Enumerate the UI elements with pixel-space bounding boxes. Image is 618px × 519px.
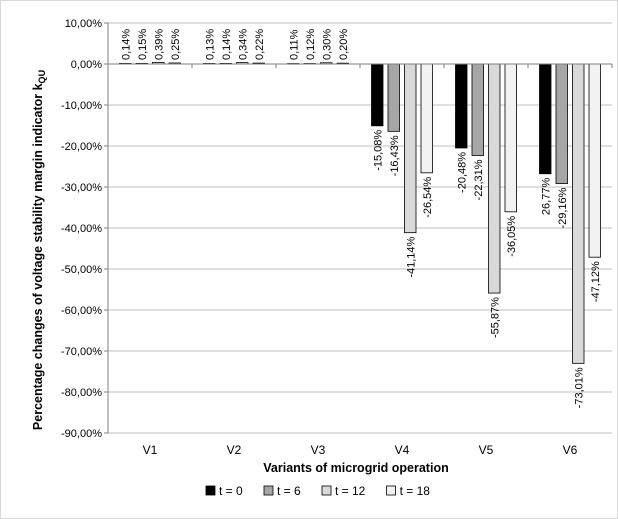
- legend-label: t = 0: [219, 484, 243, 498]
- data-label: 0,22%: [254, 29, 266, 60]
- bar-v4-series-2: [387, 63, 400, 132]
- data-label: -41,14%: [405, 236, 417, 277]
- bar-v5-series-3: [488, 63, 501, 294]
- y-tick-label: -80,00%: [61, 387, 102, 399]
- bar-v5-series-4: [504, 63, 517, 213]
- legend-swatch: [205, 485, 216, 496]
- y-tick-label: -40,00%: [61, 223, 102, 235]
- x-tick-label: V2: [227, 443, 242, 457]
- bar-v6-series-2: [555, 63, 568, 184]
- data-label: 26,77%: [540, 178, 552, 216]
- y-tick-label: 10,00%: [65, 18, 103, 30]
- bar-v4-series-3: [404, 63, 417, 234]
- y-tick-labels: 10,00% 0,00% -10,00% -20,00% -30,00% -40,00% -…: [61, 18, 102, 440]
- legend-label: t = 6: [277, 484, 301, 498]
- data-label: -15,08%: [372, 130, 384, 171]
- data-label: 0,15%: [137, 29, 149, 60]
- y-tick-label: -50,00%: [61, 264, 102, 276]
- x-tick-label: V1: [143, 443, 158, 457]
- bar-v6-series-3: [572, 63, 585, 364]
- data-label: 0,11%: [288, 29, 300, 60]
- y-tick-label: -30,00%: [61, 182, 102, 194]
- data-labels: 0,14% 0,15% 0,39% 0,25% 0,13% 0,14% 0,34% 0,22%…: [120, 29, 602, 409]
- data-label: -36,05%: [506, 216, 518, 257]
- y-tick-label: -60,00%: [61, 305, 102, 317]
- data-label: -73,01%: [573, 367, 585, 408]
- data-label: -16,43%: [389, 135, 401, 176]
- data-label: 0,34%: [237, 29, 249, 60]
- data-label: 0,14%: [221, 29, 233, 60]
- legend-swatch: [321, 485, 332, 496]
- y-tick-label: 0,00%: [71, 59, 102, 71]
- legend-label: t = 18: [400, 484, 431, 498]
- bar-v4-series-1: [371, 63, 384, 127]
- bar-v5-series-1: [455, 63, 468, 149]
- data-label: 0,25%: [170, 29, 182, 60]
- data-label: 0,13%: [204, 29, 216, 60]
- x-tick-labels: V1 V2 V3 V4 V5 V6: [143, 443, 578, 457]
- bar-v6-series-1: [539, 63, 552, 175]
- legend-swatch: [386, 485, 397, 496]
- data-label: -26,54%: [422, 177, 434, 218]
- data-label: -20,48%: [456, 152, 468, 193]
- gridlines: [108, 22, 612, 434]
- y-axis-label-text: Percentage changes of voltage stability …: [31, 83, 45, 430]
- bar-v5-series-2: [471, 63, 484, 156]
- y-axis-label-subscript: QU: [37, 70, 47, 84]
- data-label: -29,16%: [557, 187, 569, 228]
- legend-label: t = 12: [335, 484, 366, 498]
- x-axis-label: Variants of microgrid operation: [263, 461, 448, 475]
- data-label: 0,30%: [321, 29, 333, 60]
- x-tick-label: V6: [563, 443, 578, 457]
- bars-group: [119, 62, 601, 364]
- bar-v6-series-4: [588, 63, 601, 258]
- y-tick-label: -20,00%: [61, 141, 102, 153]
- y-tick-label: -70,00%: [61, 346, 102, 358]
- data-label: 0,39%: [153, 29, 165, 60]
- data-label: -47,12%: [590, 261, 602, 302]
- data-label: 0,12%: [305, 29, 317, 60]
- legend: t = 0 t = 6 t = 12 t = 18: [205, 484, 431, 498]
- y-tick-label: -10,00%: [61, 100, 102, 112]
- x-tick-label: V5: [479, 443, 494, 457]
- bar-v4-series-4: [420, 63, 433, 174]
- data-label: 0,14%: [120, 29, 132, 60]
- x-tick-label: V3: [311, 443, 326, 457]
- data-label: -55,87%: [489, 297, 501, 338]
- legend-swatch: [263, 485, 274, 496]
- y-tick-label: -90,00%: [61, 428, 102, 440]
- x-tick-label: V4: [395, 443, 410, 457]
- axes: [104, 22, 613, 434]
- data-label: 0,20%: [338, 29, 350, 60]
- data-label: -22,31%: [473, 159, 485, 200]
- y-axis-label: Percentage changes of voltage stability …: [31, 70, 47, 430]
